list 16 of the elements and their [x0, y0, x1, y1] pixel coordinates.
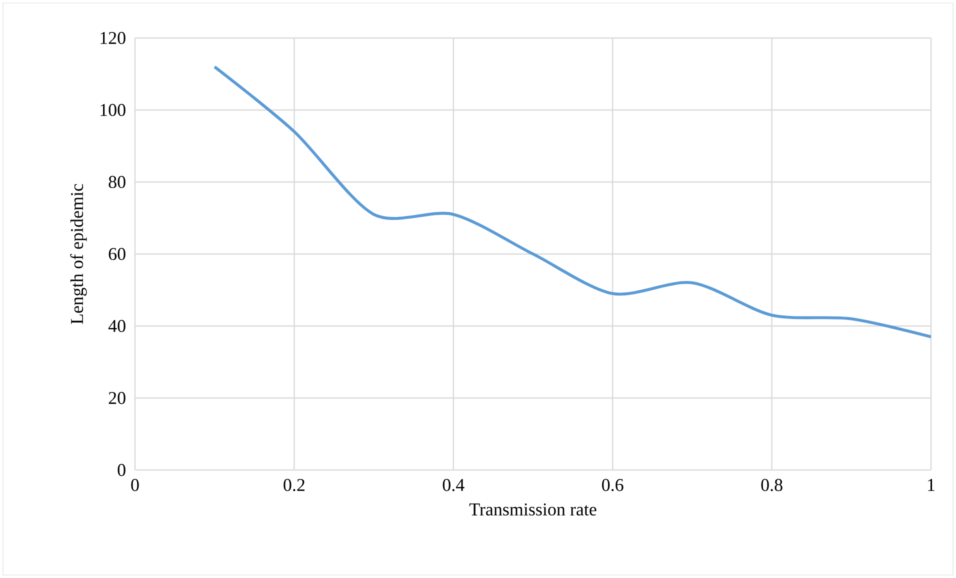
line-series — [213, 65, 932, 338]
x-tick-label: 0.6 — [602, 478, 624, 492]
y-tick-label: 120 — [100, 32, 126, 44]
y-tick-label: 0 — [118, 464, 126, 476]
y-tick-label: 60 — [108, 248, 126, 260]
y-tick-label: 100 — [100, 104, 126, 116]
x-tick-label: 1 — [928, 478, 934, 491]
x-tick-label: 0.8 — [761, 478, 782, 492]
y-tick-label: 40 — [108, 320, 126, 332]
x-tick-label: 0.4 — [442, 478, 464, 492]
x-tick-label: 0 — [131, 478, 139, 492]
x-tick-label: 0.2 — [284, 478, 304, 492]
y-tick-label: 20 — [108, 392, 126, 404]
x-axis-title: Transmission rate — [469, 503, 596, 516]
y-axis-title: Length of epidemic — [70, 184, 87, 324]
y-tick-label: 80 — [108, 176, 126, 188]
